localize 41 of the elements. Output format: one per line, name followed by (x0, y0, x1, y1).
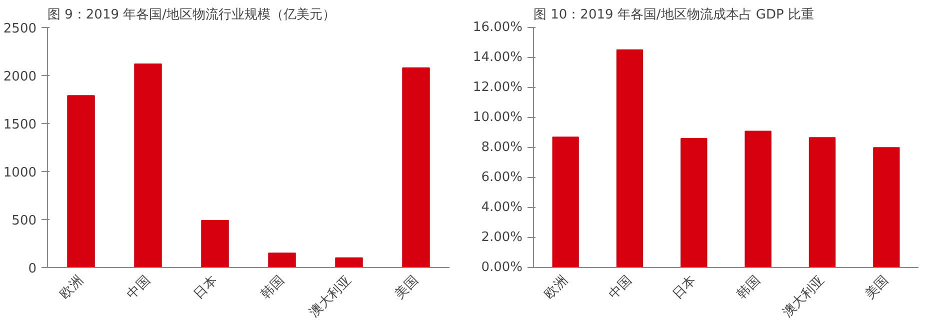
y-tick-label: 2.00% (481, 230, 523, 245)
x-tick-label: 韩国 (258, 273, 288, 302)
y-tick-label: 6.00% (481, 170, 523, 185)
y-tick-label: 10.00% (472, 110, 523, 125)
y-tick-label: 4.00% (481, 200, 523, 215)
y-tick-label: 12.00% (472, 80, 523, 95)
x-tick-label: 美国 (862, 272, 892, 302)
x-tick-label: 日本 (191, 273, 220, 302)
x-tick-label: 美国 (392, 272, 422, 302)
y-tick-label: 14.00% (472, 50, 523, 65)
bar (873, 147, 900, 268)
y-tick-label: 8.00% (481, 140, 523, 155)
bar (808, 137, 836, 268)
x-tick-label: 欧洲 (57, 273, 86, 302)
chart-title: 图 9：2019 年各国/地区物流行业规模（亿美元） (48, 6, 336, 22)
x-tick-label: 欧洲 (542, 273, 571, 302)
x-tick-label: 澳大利亚 (306, 273, 354, 321)
x-tick-label: 澳大利亚 (780, 273, 828, 321)
y-tick-label: 16.00% (472, 20, 523, 35)
x-tick-label: 日本 (670, 273, 700, 302)
y-tick-label: 1500 (3, 118, 37, 132)
bar (402, 67, 430, 268)
y-tick-label: 1000 (3, 166, 37, 180)
x-tick-label: 中国 (606, 273, 636, 302)
bar (134, 63, 162, 268)
x-tick-label: 韩国 (734, 273, 764, 302)
y-tick-label: 500 (12, 214, 37, 228)
bar (744, 130, 772, 268)
bar (552, 136, 579, 268)
x-tick-label: 中国 (124, 273, 154, 302)
bar (616, 49, 644, 268)
chart-title: 图 10：2019 年各国/地区物流成本占 GDP 比重 (534, 6, 814, 22)
y-tick-label: 2000 (3, 70, 37, 84)
y-tick-label: 2500 (3, 22, 37, 36)
bar (680, 138, 708, 268)
bar (67, 95, 95, 268)
bar (268, 252, 296, 268)
y-tick-label: 0.00% (481, 260, 523, 275)
bar (201, 220, 229, 268)
bar (335, 257, 363, 268)
y-tick-label: 0 (28, 262, 37, 276)
